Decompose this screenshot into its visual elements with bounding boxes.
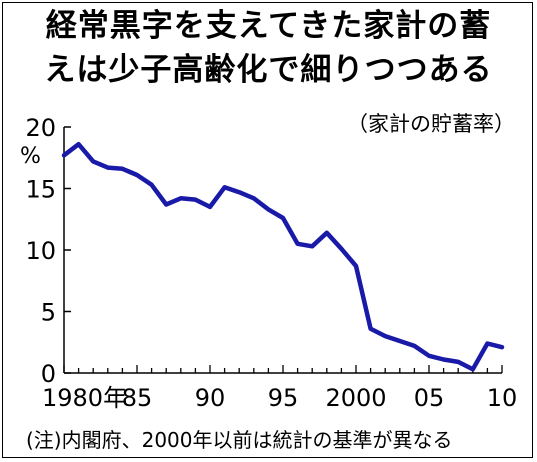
x-tick-label: 85 <box>122 384 153 412</box>
data-point <box>428 355 430 357</box>
data-point <box>486 342 488 344</box>
chart-footnote: (注)内閣府、2000年以前は統計の基準が異なる <box>26 428 453 452</box>
data-point <box>151 184 153 186</box>
data-point <box>224 186 226 188</box>
x-tick-label: 95 <box>268 384 299 412</box>
data-point <box>78 143 80 145</box>
data-point <box>282 217 284 219</box>
data-point <box>501 346 503 348</box>
data-point <box>311 245 313 247</box>
data-point <box>297 243 299 245</box>
data-point <box>413 345 415 347</box>
data-point <box>443 358 445 360</box>
data-point <box>238 191 240 193</box>
x-tick-label: 90 <box>195 384 226 412</box>
data-point <box>355 265 357 267</box>
x-tick-label: 05 <box>414 384 445 412</box>
data-point <box>121 168 123 170</box>
data-point <box>107 167 109 169</box>
y-tick-label: 5 <box>41 299 56 327</box>
data-point <box>92 160 94 162</box>
data-point <box>457 361 459 363</box>
y-tick-label: 0 <box>41 360 56 388</box>
data-point <box>370 328 372 330</box>
data-point <box>267 208 269 210</box>
y-tick-label: 20 <box>25 114 56 142</box>
savings-rate-line <box>61 141 505 372</box>
y-tick-label: 15 <box>25 176 56 204</box>
data-point <box>326 232 328 234</box>
y-unit-label: % <box>20 144 41 169</box>
data-point <box>253 197 255 199</box>
data-point <box>472 368 474 370</box>
data-point <box>340 248 342 250</box>
data-point <box>384 335 386 337</box>
x-tick-label: 10 <box>487 384 518 412</box>
x-tick-label: 1980年 <box>42 384 127 412</box>
data-point <box>165 203 167 205</box>
data-point <box>209 206 211 208</box>
chart-title-line-1: 経常黒字を支えてきた家計の蓄 <box>45 8 492 44</box>
chart-title-line-2: えは少子高齢化で細りつつある <box>44 52 493 88</box>
chart-frame <box>2 2 533 458</box>
y-tick-label: 10 <box>25 237 56 265</box>
data-point <box>136 174 138 176</box>
data-point <box>194 199 196 201</box>
data-point <box>180 197 182 199</box>
data-point <box>63 154 65 156</box>
data-point <box>399 340 401 342</box>
chart-subtitle: （家計の貯蓄率） <box>347 112 515 136</box>
x-tick-label: 2000 <box>325 384 386 412</box>
